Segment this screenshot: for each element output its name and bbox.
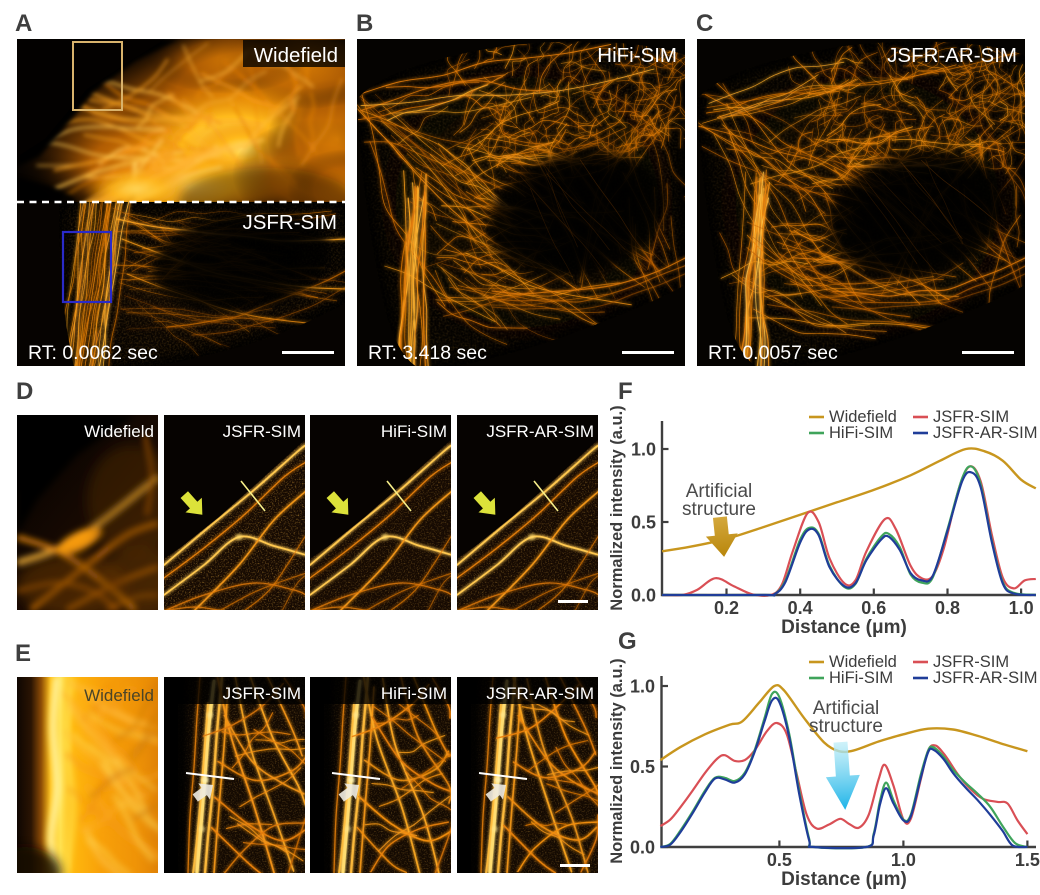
svg-text:Widefield: Widefield: [829, 653, 897, 671]
svg-text:0.5: 0.5: [767, 850, 792, 870]
svg-text:JSFR-SIM: JSFR-SIM: [242, 211, 337, 234]
svg-text:JSFR-AR-SIM: JSFR-AR-SIM: [933, 669, 1038, 687]
svg-text:1.5: 1.5: [1015, 850, 1040, 870]
svg-text:structure: structure: [682, 499, 756, 520]
svg-text:HiFi-SIM: HiFi-SIM: [381, 684, 447, 703]
svg-text:Widefield: Widefield: [254, 44, 338, 67]
svg-text:JSFR-SIM: JSFR-SIM: [933, 408, 1009, 426]
svg-text:Widefield: Widefield: [84, 686, 154, 705]
svg-text:RT: 0.0057 sec: RT: 0.0057 sec: [708, 342, 838, 364]
svg-text:JSFR-AR-SIM: JSFR-AR-SIM: [486, 684, 594, 703]
svg-text:JSFR-SIM: JSFR-SIM: [222, 684, 300, 703]
svg-text:0.2: 0.2: [714, 598, 739, 618]
svg-text:Normalized intensity (a.u.): Normalized intensity (a.u.): [608, 405, 626, 610]
svg-text:0.8: 0.8: [935, 598, 960, 618]
svg-text:HiFi-SIM: HiFi-SIM: [381, 422, 447, 441]
svg-text:RT: 3.418 sec: RT: 3.418 sec: [368, 342, 487, 364]
svg-text:1.0: 1.0: [630, 677, 655, 697]
svg-text:HiFi-SIM: HiFi-SIM: [829, 669, 893, 687]
svg-text:Widefield: Widefield: [84, 422, 154, 441]
svg-text:JSFR-SIM: JSFR-SIM: [933, 653, 1009, 671]
svg-text:1.0: 1.0: [1009, 598, 1034, 618]
svg-text:RT: 0.0062 sec: RT: 0.0062 sec: [28, 342, 158, 364]
svg-text:Widefield: Widefield: [829, 408, 897, 426]
svg-text:HiFi-SIM: HiFi-SIM: [829, 424, 893, 442]
svg-text:HiFi-SIM: HiFi-SIM: [597, 44, 677, 67]
svg-text:1.0: 1.0: [891, 850, 916, 870]
svg-text:structure: structure: [809, 716, 883, 737]
svg-text:Distance (μm): Distance (μm): [781, 617, 907, 638]
svg-text:1.0: 1.0: [631, 440, 656, 460]
svg-text:Normalized intensity (a.u.): Normalized intensity (a.u.): [608, 658, 626, 863]
svg-text:0.4: 0.4: [788, 598, 813, 618]
svg-text:0.5: 0.5: [630, 757, 655, 777]
svg-text:0.6: 0.6: [861, 598, 886, 618]
svg-text:JSFR-AR-SIM: JSFR-AR-SIM: [486, 422, 594, 441]
svg-text:JSFR-SIM: JSFR-SIM: [222, 422, 300, 441]
svg-text:0.0: 0.0: [630, 838, 655, 858]
svg-text:Artificial: Artificial: [813, 698, 880, 719]
svg-text:JSFR-AR-SIM: JSFR-AR-SIM: [887, 44, 1017, 67]
svg-text:Distance (μm): Distance (μm): [781, 869, 907, 890]
svg-text:0.0: 0.0: [631, 586, 656, 606]
svg-text:0.5: 0.5: [631, 513, 656, 533]
svg-text:JSFR-AR-SIM: JSFR-AR-SIM: [933, 424, 1038, 442]
svg-text:Artificial: Artificial: [686, 481, 753, 502]
